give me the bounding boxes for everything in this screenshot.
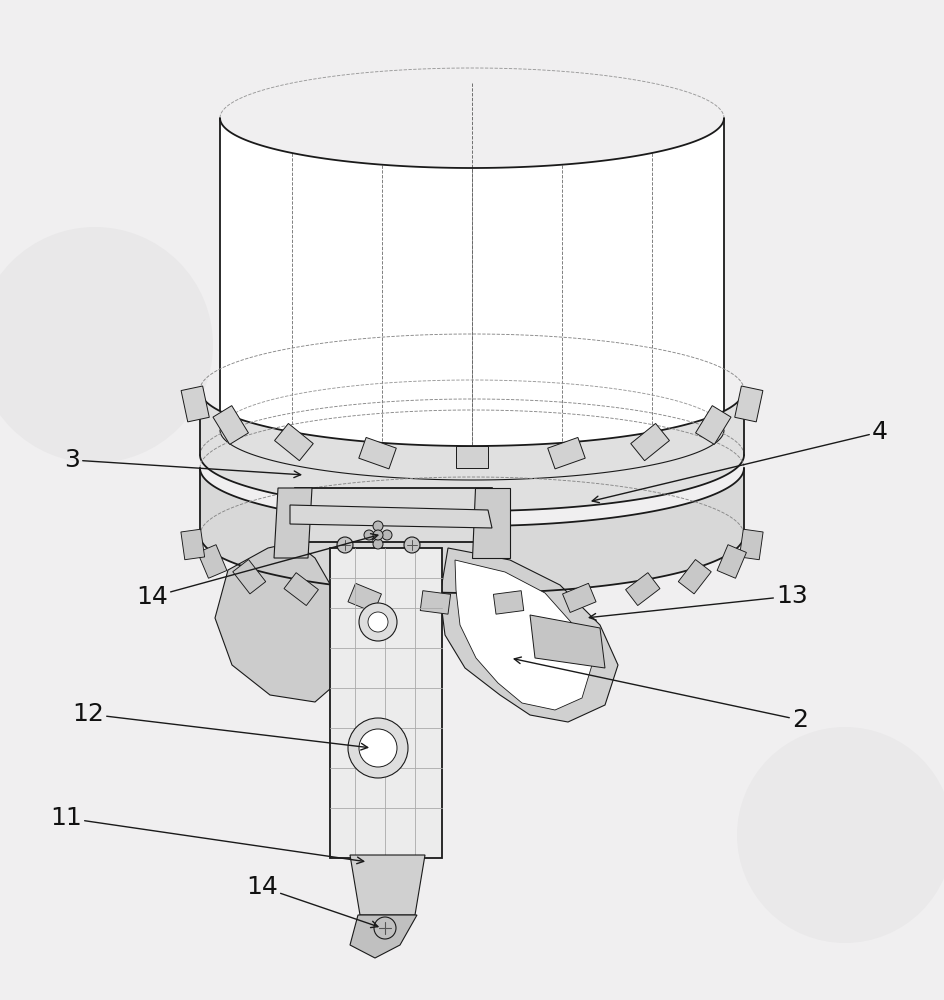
Text: 4: 4 (592, 420, 887, 503)
Polygon shape (220, 118, 723, 480)
Polygon shape (349, 855, 425, 915)
Polygon shape (329, 548, 442, 858)
Circle shape (363, 530, 374, 540)
Polygon shape (215, 542, 340, 702)
Polygon shape (493, 591, 523, 614)
Text: 3: 3 (64, 448, 300, 478)
Polygon shape (548, 437, 584, 469)
Polygon shape (678, 560, 711, 594)
Polygon shape (275, 423, 312, 461)
Polygon shape (212, 406, 248, 444)
Polygon shape (625, 573, 659, 606)
Polygon shape (359, 437, 396, 469)
Circle shape (736, 727, 944, 943)
Circle shape (381, 530, 392, 540)
Text: 14: 14 (136, 534, 378, 609)
Polygon shape (347, 583, 381, 612)
Text: 13: 13 (589, 584, 807, 620)
Polygon shape (284, 573, 318, 606)
Polygon shape (420, 591, 450, 614)
Polygon shape (530, 615, 604, 668)
Circle shape (337, 537, 353, 553)
Polygon shape (562, 583, 596, 612)
Polygon shape (274, 488, 312, 558)
Polygon shape (440, 548, 617, 722)
Circle shape (373, 521, 382, 531)
Text: 14: 14 (245, 875, 378, 928)
Circle shape (373, 530, 382, 540)
Polygon shape (738, 529, 763, 560)
Polygon shape (197, 545, 227, 578)
Polygon shape (290, 505, 492, 528)
Circle shape (404, 537, 419, 553)
Polygon shape (349, 915, 416, 958)
Polygon shape (630, 423, 668, 461)
Circle shape (367, 612, 388, 632)
Text: 12: 12 (72, 702, 367, 750)
Circle shape (0, 227, 212, 463)
Text: 2: 2 (514, 657, 807, 732)
Circle shape (347, 718, 408, 778)
Text: 11: 11 (50, 806, 363, 864)
Polygon shape (454, 560, 591, 710)
Circle shape (373, 539, 382, 549)
Polygon shape (232, 560, 265, 594)
Polygon shape (285, 488, 504, 542)
Circle shape (359, 603, 396, 641)
Polygon shape (180, 529, 205, 560)
Circle shape (359, 729, 396, 767)
Circle shape (374, 917, 396, 939)
Polygon shape (716, 545, 746, 578)
Polygon shape (733, 386, 762, 422)
Polygon shape (471, 488, 510, 558)
Polygon shape (695, 406, 731, 444)
Polygon shape (200, 468, 743, 593)
Polygon shape (200, 390, 743, 511)
Polygon shape (181, 386, 209, 422)
Polygon shape (456, 446, 487, 468)
